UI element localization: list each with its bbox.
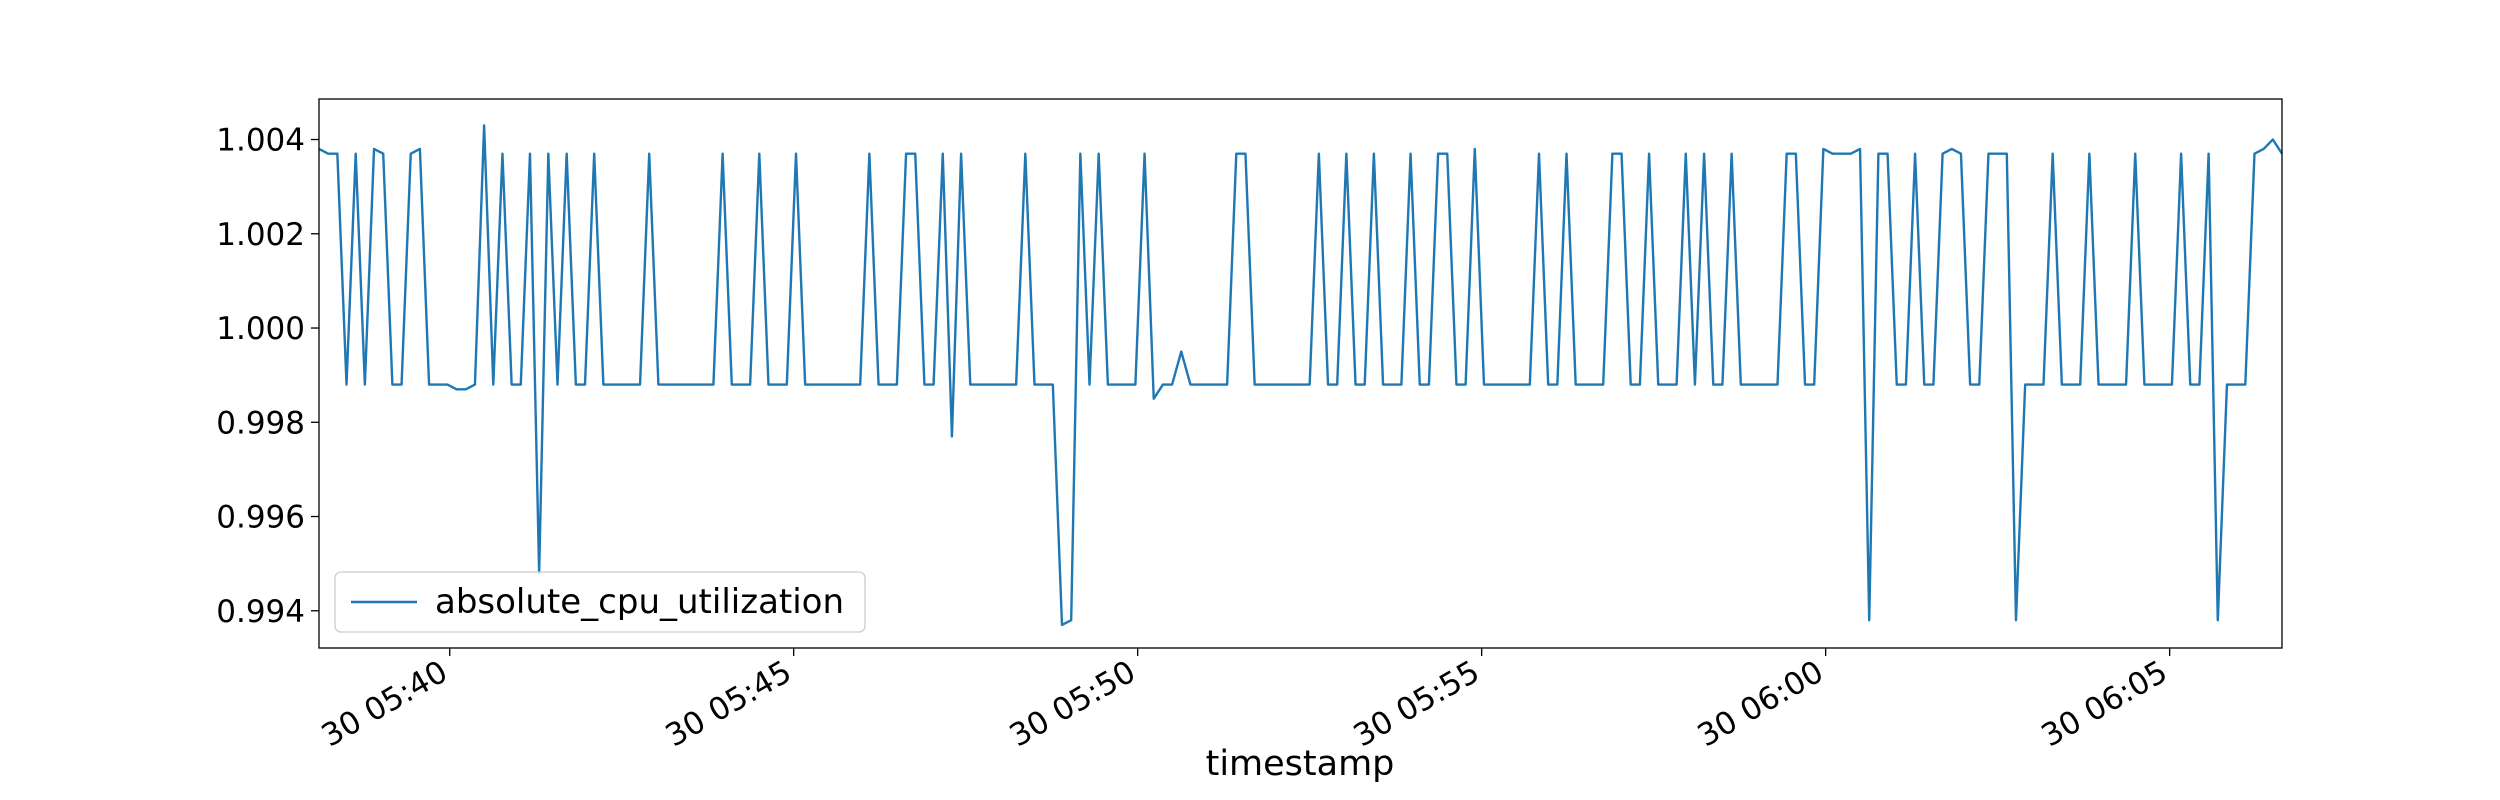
y-tick-label: 0.996 [216, 500, 305, 536]
x-tick-label: 30 05:40 [316, 654, 454, 754]
y-tick-label: 1.004 [216, 123, 305, 159]
y-tick-label: 0.998 [216, 405, 305, 441]
y-tick-label: 1.000 [216, 311, 305, 347]
legend-box [334, 571, 866, 633]
y-tick-label: 1.002 [216, 217, 305, 253]
x-tick-label: 30 05:45 [660, 654, 798, 754]
data-line [318, 124, 2284, 627]
x-axis-label: timestamp [1206, 744, 1395, 784]
x-tick-label: 30 06:05 [2036, 654, 2174, 754]
x-tick-label: 30 06:00 [1692, 654, 1830, 754]
x-tick-label: 30 05:55 [1348, 654, 1486, 754]
x-tick-label: 30 05:50 [1004, 654, 1142, 754]
plot-frame [318, 98, 2283, 649]
y-tick-label: 0.994 [216, 594, 305, 630]
legend-label: absolute_cpu_utilization [435, 582, 844, 622]
